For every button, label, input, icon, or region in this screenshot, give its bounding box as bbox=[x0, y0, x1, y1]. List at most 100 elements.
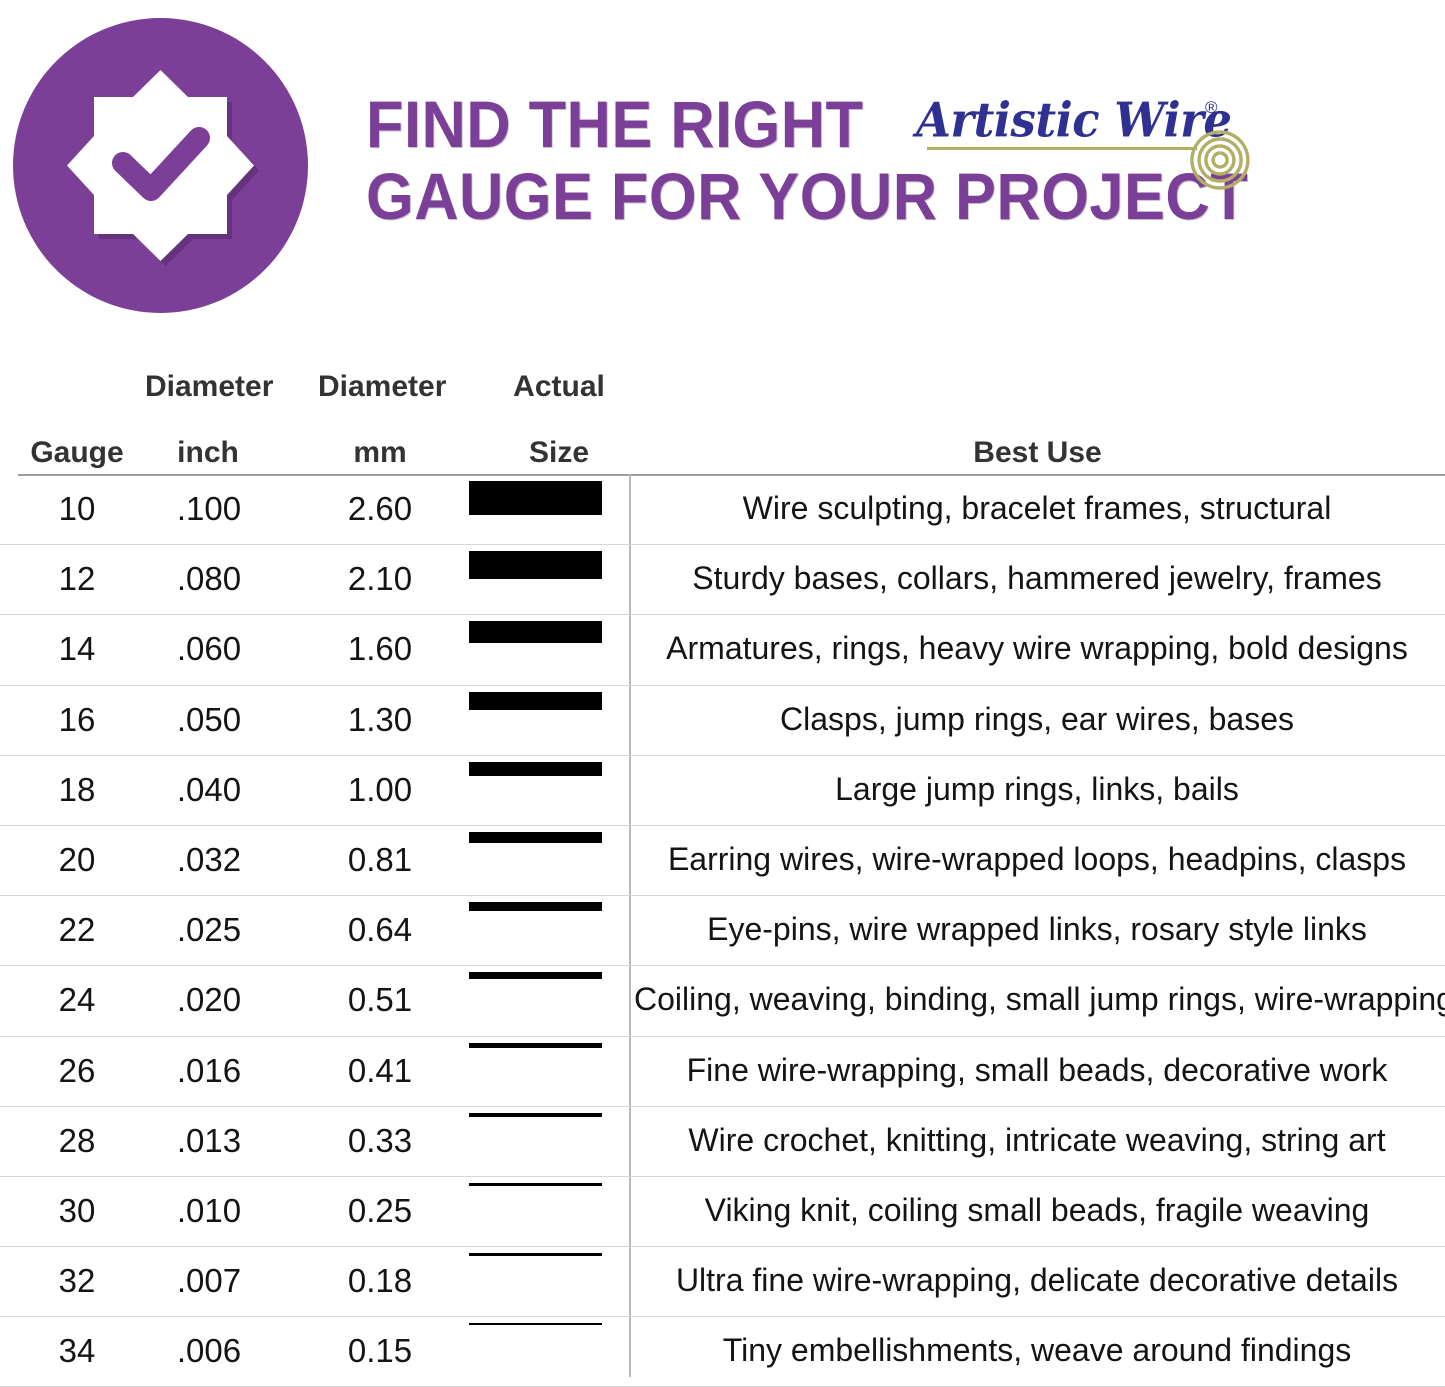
cell-actual-size bbox=[469, 896, 602, 965]
cell-best-use: Viking knit, coiling small beads, fragil… bbox=[704, 1191, 1370, 1228]
cell-diameter-mm: 2.10 bbox=[347, 560, 413, 598]
header-size: Size bbox=[528, 436, 590, 469]
cell-actual-size bbox=[469, 966, 602, 1035]
header-gauge: Gauge bbox=[30, 436, 124, 469]
table-row: 34 .006 0.15 Tiny embellishments, weave aro… bbox=[0, 1317, 1445, 1387]
cell-diameter-mm: 0.51 bbox=[347, 981, 413, 1019]
check-badge-icon bbox=[13, 18, 308, 313]
cell-actual-size bbox=[469, 686, 602, 755]
cell-diameter-inch: .080 bbox=[176, 560, 242, 598]
table-row: 28 .013 0.33 Wire crochet, knitting, intric… bbox=[0, 1107, 1445, 1177]
wire-spiral-icon bbox=[1184, 124, 1256, 196]
wire-thickness-bar bbox=[469, 1112, 602, 1117]
cell-best-use: Clasps, jump rings, ear wires, bases bbox=[780, 700, 1294, 737]
cell-gauge: 30 bbox=[58, 1191, 96, 1229]
wire-thickness-bar bbox=[469, 551, 602, 580]
table-row: 10 .100 2.60 Wire sculpting, bracelet frame… bbox=[0, 475, 1445, 546]
cell-actual-size bbox=[469, 615, 602, 684]
cell-diameter-mm: 0.64 bbox=[347, 911, 413, 949]
cell-actual-size bbox=[469, 475, 602, 544]
wire-gauge-table: Diameter Diameter Actual Gauge inch mm S… bbox=[0, 352, 1445, 1387]
cell-diameter-inch: .100 bbox=[176, 490, 242, 527]
cell-diameter-inch: .050 bbox=[176, 700, 242, 738]
cell-diameter-inch: .040 bbox=[176, 770, 242, 808]
registered-trademark-symbol: ® bbox=[1205, 98, 1218, 117]
cell-best-use: Fine wire-wrapping, small beads, decorat… bbox=[686, 1051, 1388, 1088]
logo-underline bbox=[927, 147, 1197, 150]
cell-diameter-inch: .016 bbox=[176, 1051, 242, 1089]
cell-best-use: Coiling, weaving, binding, small jump ri… bbox=[634, 981, 1445, 1018]
cell-actual-size bbox=[469, 1177, 602, 1246]
cell-diameter-inch: .020 bbox=[176, 981, 242, 1019]
wire-thickness-bar bbox=[469, 1323, 602, 1326]
cell-diameter-mm: 1.00 bbox=[347, 770, 413, 808]
title-line-1: FIND THE RIGHT bbox=[366, 87, 864, 161]
wire-thickness-bar bbox=[469, 902, 602, 912]
table-row: 26 .016 0.41 Fine wire-wrapping, small bead… bbox=[0, 1037, 1445, 1107]
cell-best-use: Eye-pins, wire wrapped links, rosary sty… bbox=[707, 911, 1367, 948]
header-divider bbox=[18, 474, 1445, 476]
cell-gauge: 12 bbox=[58, 560, 96, 598]
page-header: FIND THE RIGHT GAUGE FOR YOUR PROJECT Ar… bbox=[0, 0, 1445, 330]
cell-gauge: 34 bbox=[58, 1332, 96, 1370]
table-row: 24 .020 0.51 Coiling, weaving, binding, sma… bbox=[0, 966, 1445, 1037]
table-row: 14 .060 1.60 Armatures, rings, heavy wire w… bbox=[0, 615, 1445, 686]
cell-diameter-mm: 0.25 bbox=[347, 1191, 413, 1229]
header-mm: mm bbox=[353, 436, 407, 469]
wire-thickness-bar bbox=[469, 972, 602, 980]
cell-diameter-mm: 0.41 bbox=[347, 1051, 413, 1089]
cell-diameter-inch: .032 bbox=[176, 840, 242, 878]
cell-gauge: 18 bbox=[58, 770, 96, 808]
cell-actual-size bbox=[469, 1037, 602, 1106]
header-diameter-inch-top: Diameter bbox=[145, 370, 274, 403]
cell-gauge: 14 bbox=[58, 630, 96, 668]
table-row: 18 .040 1.00 Large jump rings, links, bails bbox=[0, 756, 1445, 826]
cell-best-use: Earring wires, wire-wrapped loops, headp… bbox=[667, 840, 1407, 877]
table-row: 16 .050 1.30 Clasps, jump rings, ear wires,… bbox=[0, 686, 1445, 756]
cell-gauge: 28 bbox=[58, 1121, 96, 1159]
cell-diameter-inch: .060 bbox=[176, 630, 242, 668]
cell-best-use: Armatures, rings, heavy wire wrapping, b… bbox=[666, 630, 1408, 667]
cell-diameter-mm: 0.15 bbox=[347, 1332, 413, 1370]
cell-gauge: 32 bbox=[58, 1262, 96, 1300]
cell-gauge: 10 bbox=[58, 490, 96, 527]
cell-best-use: Ultra fine wire-wrapping, delicate decor… bbox=[675, 1262, 1399, 1299]
table-row: 32 .007 0.18 Ultra fine wire-wrapping, deli… bbox=[0, 1247, 1445, 1318]
page-title: FIND THE RIGHT GAUGE FOR YOUR PROJECT bbox=[366, 88, 1326, 232]
wire-thickness-bar bbox=[469, 831, 602, 843]
title-line-2: GAUGE FOR YOUR PROJECT bbox=[366, 159, 1249, 233]
cell-diameter-inch: .010 bbox=[176, 1191, 242, 1229]
wire-thickness-bar bbox=[469, 481, 602, 515]
cell-actual-size bbox=[469, 826, 602, 895]
cell-diameter-inch: .013 bbox=[176, 1121, 242, 1159]
cell-gauge: 20 bbox=[58, 840, 96, 878]
cell-diameter-inch: .025 bbox=[176, 911, 242, 949]
cell-best-use: Wire crochet, knitting, intricate weavin… bbox=[688, 1121, 1386, 1158]
cell-best-use: Large jump rings, links, bails bbox=[835, 770, 1239, 807]
cell-gauge: 22 bbox=[58, 911, 96, 949]
wire-thickness-bar bbox=[469, 691, 602, 710]
cell-diameter-mm: 1.30 bbox=[347, 700, 413, 738]
cell-best-use: Sturdy bases, collars, hammered jewelry,… bbox=[692, 560, 1382, 597]
cell-diameter-mm: 2.60 bbox=[347, 490, 413, 527]
header-inch: inch bbox=[177, 436, 239, 469]
header-diameter-mm-top: Diameter bbox=[318, 370, 447, 403]
cell-actual-size bbox=[469, 1317, 602, 1386]
table-row: 20 .032 0.81 Earring wires, wire-wrapped lo… bbox=[0, 826, 1445, 897]
cell-diameter-mm: 1.60 bbox=[347, 630, 413, 668]
cell-actual-size bbox=[469, 1107, 602, 1176]
cell-diameter-mm: 0.33 bbox=[347, 1121, 413, 1159]
table-row: 12 .080 2.10 Sturdy bases, collars, hammere… bbox=[0, 545, 1445, 616]
cell-diameter-inch: .006 bbox=[176, 1332, 242, 1370]
wire-thickness-bar bbox=[469, 621, 602, 644]
header-best-use: Best Use bbox=[973, 436, 1102, 469]
logo-wordmark: Artistic Wire bbox=[916, 91, 1232, 149]
table-body: 10 .100 2.60 Wire sculpting, bracelet frame… bbox=[0, 475, 1445, 1387]
column-divider bbox=[629, 474, 631, 1377]
artistic-wire-logo: Artistic Wire ® bbox=[916, 91, 1250, 192]
header-actual-top: Actual bbox=[513, 370, 605, 403]
cell-gauge: 16 bbox=[58, 700, 96, 738]
cell-best-use: Wire sculpting, bracelet frames, structu… bbox=[742, 490, 1332, 526]
wire-thickness-bar bbox=[469, 1182, 602, 1186]
cell-actual-size bbox=[469, 756, 602, 825]
